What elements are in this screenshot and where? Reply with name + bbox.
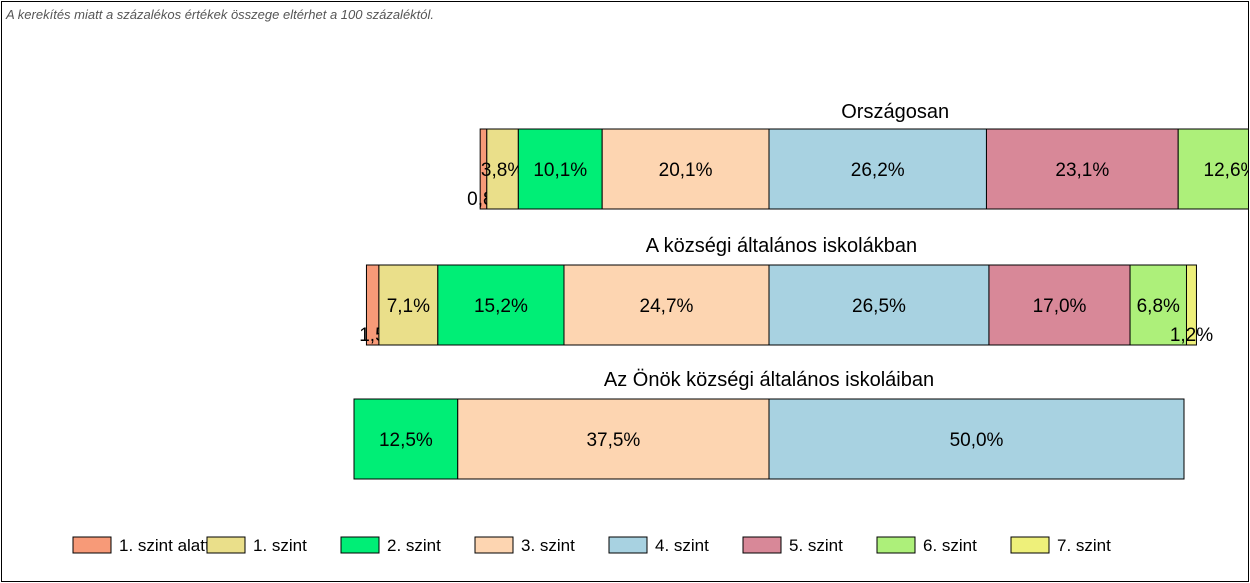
category-title: A községi általános iskolákban — [646, 235, 917, 257]
data-label: 10,1% — [533, 160, 587, 181]
legend-swatch — [608, 536, 648, 554]
legend-swatch — [876, 536, 916, 554]
bar-segment — [353, 398, 459, 480]
legend-swatch — [340, 536, 380, 554]
data-label: 37,5% — [586, 430, 640, 451]
legend-swatch — [474, 536, 514, 554]
bar-segment — [517, 128, 603, 210]
legend-label: 4. szint — [655, 536, 709, 555]
bar-segment — [768, 264, 990, 346]
data-label: 26,5% — [852, 296, 906, 317]
legend-label: 1. szint alatti — [119, 536, 214, 555]
legend-swatch — [742, 536, 782, 554]
category-title: Az Önök községi általános iskoláiban — [604, 369, 934, 391]
legend-label: 7. szint — [1057, 536, 1111, 555]
rounding-note: A kerekítés miatt a százalékos értékek ö… — [6, 7, 435, 22]
bar-segment — [768, 128, 987, 210]
bar-segment — [768, 398, 1185, 480]
bar-segment — [985, 128, 1179, 210]
legend-swatch — [206, 536, 246, 554]
data-label: 7,1% — [387, 296, 430, 317]
data-label: 50,0% — [950, 430, 1004, 451]
data-label: 12,6% — [1204, 160, 1248, 181]
bar-segment — [437, 264, 565, 346]
data-label: 26,2% — [851, 160, 905, 181]
bar-segment — [1129, 264, 1187, 346]
legend-label: 3. szint — [521, 536, 575, 555]
bar-segment — [563, 264, 770, 346]
bar-segment — [457, 398, 770, 480]
data-label: 24,7% — [640, 296, 694, 317]
legend-label: 2. szint — [387, 536, 441, 555]
legend-swatch — [72, 536, 112, 554]
bar-segment — [1177, 128, 1248, 210]
data-label: 6,8% — [1137, 296, 1180, 317]
data-label: 1,2% — [1170, 325, 1213, 346]
data-label: 15,2% — [474, 296, 528, 317]
legend-swatch — [1010, 536, 1050, 554]
bar-segment — [486, 128, 519, 210]
data-label: 12,5% — [379, 430, 433, 451]
category-title: Országosan — [841, 101, 949, 123]
data-label: 3,8% — [481, 160, 524, 181]
data-label: 23,1% — [1055, 160, 1109, 181]
data-label: 17,0% — [1033, 296, 1087, 317]
bar-segment — [1185, 264, 1197, 346]
legend-label: 5. szint — [789, 536, 843, 555]
legend-label: 1. szint — [253, 536, 307, 555]
data-label: 20,1% — [659, 160, 713, 181]
bar-segment — [601, 128, 770, 210]
legend-label: 6. szint — [923, 536, 977, 555]
